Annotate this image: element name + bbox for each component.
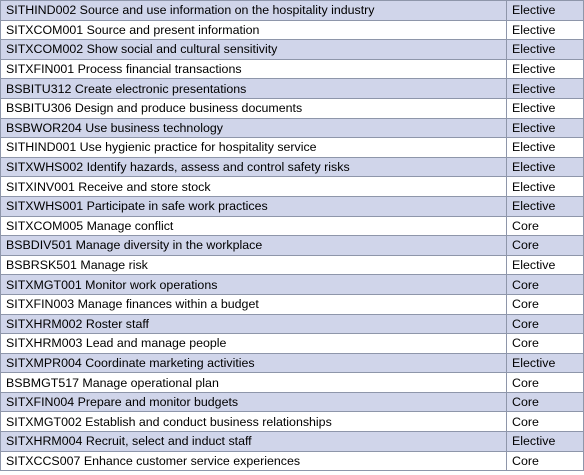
unit-type-cell: Elective xyxy=(506,0,584,21)
table-row: SITXHRM002 Roster staff Core xyxy=(0,313,584,335)
table-row: BSBRSK501 Manage risk Elective xyxy=(0,254,584,276)
table-row: SITXCCS007 Enhance customer service expe… xyxy=(0,450,584,472)
unit-name-cell: SITXCCS007 Enhance customer service expe… xyxy=(0,450,507,472)
unit-type-cell: Elective xyxy=(506,254,584,276)
unit-type-cell: Elective xyxy=(506,431,584,452)
unit-type-cell: Core xyxy=(506,274,584,295)
table-row: SITXWHS001 Participate in safe work prac… xyxy=(0,195,584,217)
unit-name-cell: BSBWOR204 Use business technology xyxy=(0,117,507,139)
table-row: SITXINV001 Receive and store stock Electi… xyxy=(0,176,584,197)
unit-type-cell: Core xyxy=(506,313,584,335)
table-row: SITXWHS002 Identify hazards, assess and … xyxy=(0,156,584,178)
table-row: BSBWOR204 Use business technology Electiv… xyxy=(0,117,584,139)
unit-name-cell: SITXMGT002 Establish and conduct busines… xyxy=(0,411,507,433)
table-row: SITXMGT002 Establish and conduct busines… xyxy=(0,411,584,433)
unit-type-cell: Core xyxy=(506,293,584,315)
table-row: SITXCOM002 Show social and cultural sens… xyxy=(0,39,584,60)
unit-type-cell: Elective xyxy=(506,39,584,60)
unit-name-cell: BSBDIV501 Manage diversity in the workpl… xyxy=(0,235,507,256)
unit-name-cell: SITHIND001 Use hygienic practice for hos… xyxy=(0,137,507,158)
unit-type-cell: Elective xyxy=(506,58,584,80)
table-row: SITXFIN001 Process financial transaction… xyxy=(0,58,584,80)
table-row: BSBMGT517 Manage operational plan Core xyxy=(0,372,584,393)
unit-type-cell: Core xyxy=(506,215,584,237)
unit-name-cell: BSBITU312 Create electronic presentation… xyxy=(0,78,507,99)
unit-type-cell: Elective xyxy=(506,195,584,217)
table-row: SITXCOM005 Manage conflict Core xyxy=(0,215,584,237)
unit-name-cell: SITXWHS002 Identify hazards, assess and … xyxy=(0,156,507,178)
unit-type-cell: Elective xyxy=(506,117,584,139)
table-row: SITXFIN003 Manage finances within a budg… xyxy=(0,293,584,315)
table-row: SITXMPR004 Coordinate marketing activiti… xyxy=(0,352,584,374)
unit-type-cell: Elective xyxy=(506,19,584,41)
table-row: SITHIND001 Use hygienic practice for hos… xyxy=(0,137,584,158)
unit-name-cell: SITHIND002 Source and use information on… xyxy=(0,0,507,21)
unit-type-cell: Elective xyxy=(506,176,584,197)
unit-name-cell: SITXFIN003 Manage finances within a budg… xyxy=(0,293,507,315)
unit-name-cell: SITXFIN004 Prepare and monitor budgets xyxy=(0,391,507,413)
table-row: SITXHRM003 Lead and manage people Core xyxy=(0,333,584,354)
unit-type-cell: Elective xyxy=(506,137,584,158)
unit-name-cell: SITXFIN001 Process financial transaction… xyxy=(0,58,507,80)
unit-type-cell: Core xyxy=(506,391,584,413)
unit-name-cell: SITXHRM004 Recruit, select and induct st… xyxy=(0,431,507,452)
table-row: BSBDIV501 Manage diversity in the workpl… xyxy=(0,235,584,256)
table-row: BSBITU306 Design and produce business do… xyxy=(0,97,584,119)
table-row: SITHIND002 Source and use information on… xyxy=(0,0,584,21)
unit-type-cell: Core xyxy=(506,450,584,472)
unit-type-cell: Core xyxy=(506,333,584,354)
unit-type-cell: Elective xyxy=(506,156,584,178)
table-row: SITXMGT001 Monitor work operations Core xyxy=(0,274,584,295)
unit-type-cell: Elective xyxy=(506,97,584,119)
unit-name-cell: BSBRSK501 Manage risk xyxy=(0,254,507,276)
unit-name-cell: SITXWHS001 Participate in safe work prac… xyxy=(0,195,507,217)
unit-type-cell: Elective xyxy=(506,78,584,99)
unit-type-cell: Core xyxy=(506,372,584,393)
unit-name-cell: SITXHRM003 Lead and manage people xyxy=(0,333,507,354)
table-row: BSBITU312 Create electronic presentation… xyxy=(0,78,584,99)
unit-name-cell: SITXMGT001 Monitor work operations xyxy=(0,274,507,295)
unit-name-cell: SITXMPR004 Coordinate marketing activiti… xyxy=(0,352,507,374)
unit-name-cell: BSBMGT517 Manage operational plan xyxy=(0,372,507,393)
unit-name-cell: SITXHRM002 Roster staff xyxy=(0,313,507,335)
unit-name-cell: SITXCOM001 Source and present informatio… xyxy=(0,19,507,41)
unit-type-cell: Core xyxy=(506,235,584,256)
table-row: SITXCOM001 Source and present informatio… xyxy=(0,19,584,41)
unit-name-cell: SITXCOM005 Manage conflict xyxy=(0,215,507,237)
unit-name-cell: SITXINV001 Receive and store stock xyxy=(0,176,507,197)
table-row: SITXHRM004 Recruit, select and induct st… xyxy=(0,431,584,452)
table-row: SITXFIN004 Prepare and monitor budgets Co… xyxy=(0,391,584,413)
unit-name-cell: SITXCOM002 Show social and cultural sens… xyxy=(0,39,507,60)
unit-type-cell: Elective xyxy=(506,352,584,374)
unit-type-cell: Core xyxy=(506,411,584,433)
unit-name-cell: BSBITU306 Design and produce business do… xyxy=(0,97,507,119)
